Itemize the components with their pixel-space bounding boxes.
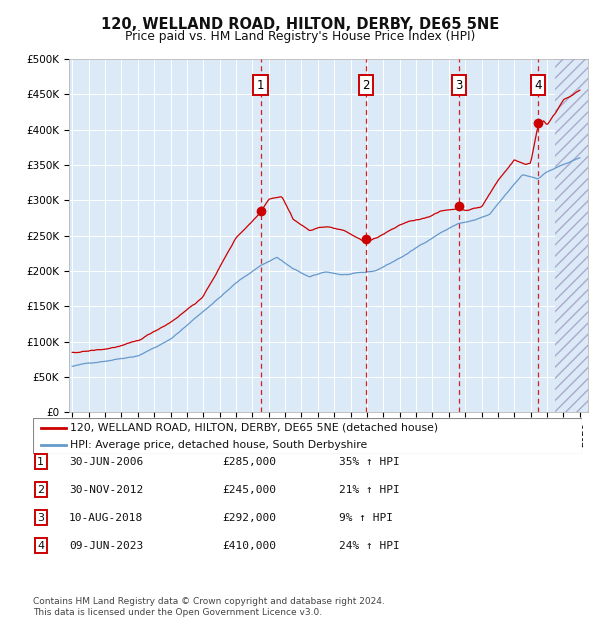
Text: 2: 2 xyxy=(362,79,370,92)
Text: 9% ↑ HPI: 9% ↑ HPI xyxy=(339,513,393,523)
Text: 2: 2 xyxy=(37,485,44,495)
Text: £292,000: £292,000 xyxy=(222,513,276,523)
Text: HPI: Average price, detached house, South Derbyshire: HPI: Average price, detached house, Sout… xyxy=(70,440,368,450)
Text: 24% ↑ HPI: 24% ↑ HPI xyxy=(339,541,400,551)
Text: 120, WELLAND ROAD, HILTON, DERBY, DE65 5NE (detached house): 120, WELLAND ROAD, HILTON, DERBY, DE65 5… xyxy=(70,423,439,433)
Text: 21% ↑ HPI: 21% ↑ HPI xyxy=(339,485,400,495)
Text: 1: 1 xyxy=(257,79,265,92)
Text: 1: 1 xyxy=(37,457,44,467)
Text: 09-JUN-2023: 09-JUN-2023 xyxy=(69,541,143,551)
Text: 4: 4 xyxy=(37,541,44,551)
Text: £410,000: £410,000 xyxy=(222,541,276,551)
Text: 4: 4 xyxy=(534,79,542,92)
Text: 35% ↑ HPI: 35% ↑ HPI xyxy=(339,457,400,467)
Text: 3: 3 xyxy=(455,79,463,92)
Text: 10-AUG-2018: 10-AUG-2018 xyxy=(69,513,143,523)
Text: 3: 3 xyxy=(37,513,44,523)
Text: 120, WELLAND ROAD, HILTON, DERBY, DE65 5NE: 120, WELLAND ROAD, HILTON, DERBY, DE65 5… xyxy=(101,17,499,32)
Text: 30-NOV-2012: 30-NOV-2012 xyxy=(69,485,143,495)
Text: Price paid vs. HM Land Registry's House Price Index (HPI): Price paid vs. HM Land Registry's House … xyxy=(125,30,475,43)
Text: £245,000: £245,000 xyxy=(222,485,276,495)
Text: 30-JUN-2006: 30-JUN-2006 xyxy=(69,457,143,467)
Text: Contains HM Land Registry data © Crown copyright and database right 2024.
This d: Contains HM Land Registry data © Crown c… xyxy=(33,598,385,617)
Text: £285,000: £285,000 xyxy=(222,457,276,467)
